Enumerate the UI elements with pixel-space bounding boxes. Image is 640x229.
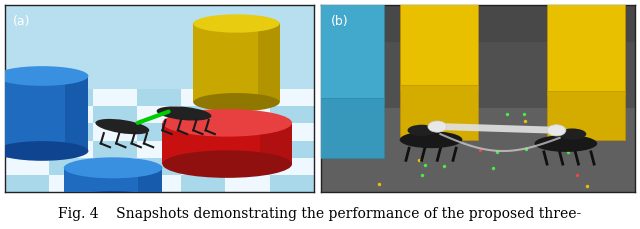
Bar bbox=[138, 175, 181, 192]
Ellipse shape bbox=[64, 158, 163, 179]
Bar bbox=[93, 90, 138, 107]
Bar bbox=[5, 6, 314, 90]
Bar bbox=[181, 107, 225, 124]
Bar bbox=[5, 141, 49, 158]
Bar bbox=[0, 77, 88, 151]
Bar bbox=[5, 124, 49, 141]
Ellipse shape bbox=[399, 132, 462, 148]
Bar bbox=[547, 2, 625, 95]
Bar bbox=[269, 175, 314, 192]
Bar bbox=[93, 175, 138, 192]
Ellipse shape bbox=[163, 151, 292, 178]
Bar bbox=[181, 90, 225, 107]
Bar bbox=[321, 108, 635, 192]
Bar bbox=[399, 86, 478, 140]
Bar bbox=[399, 0, 478, 90]
Ellipse shape bbox=[157, 107, 211, 121]
Bar bbox=[5, 158, 49, 175]
Bar bbox=[181, 124, 225, 141]
Bar bbox=[49, 175, 93, 192]
Bar bbox=[269, 158, 314, 175]
Ellipse shape bbox=[163, 110, 292, 137]
Bar bbox=[93, 141, 138, 158]
Bar bbox=[225, 124, 269, 141]
Bar bbox=[306, 99, 384, 159]
Bar bbox=[138, 90, 181, 107]
Bar bbox=[193, 24, 280, 103]
Ellipse shape bbox=[95, 119, 149, 135]
Bar bbox=[269, 124, 314, 141]
Bar bbox=[225, 107, 269, 124]
Ellipse shape bbox=[534, 135, 597, 152]
Bar bbox=[93, 158, 138, 175]
Bar bbox=[321, 6, 635, 108]
Bar bbox=[260, 123, 292, 164]
Bar bbox=[547, 92, 625, 140]
Bar bbox=[306, 0, 384, 103]
Bar bbox=[258, 24, 280, 103]
Bar bbox=[225, 90, 269, 107]
Bar bbox=[64, 168, 163, 202]
Text: Fig. 4    Snapshots demonstrating the performance of the proposed three-: Fig. 4 Snapshots demonstrating the perfo… bbox=[58, 206, 582, 220]
Bar bbox=[269, 107, 314, 124]
Bar bbox=[5, 90, 49, 107]
Ellipse shape bbox=[547, 125, 566, 136]
Bar bbox=[5, 107, 49, 124]
Ellipse shape bbox=[558, 129, 586, 140]
Ellipse shape bbox=[193, 94, 280, 112]
Bar bbox=[138, 107, 181, 124]
Bar bbox=[163, 123, 292, 164]
Bar bbox=[225, 158, 269, 175]
Bar bbox=[93, 107, 138, 124]
Ellipse shape bbox=[0, 67, 88, 86]
Bar bbox=[181, 175, 225, 192]
Bar bbox=[5, 175, 49, 192]
Bar bbox=[225, 175, 269, 192]
Ellipse shape bbox=[64, 191, 163, 212]
Bar bbox=[269, 141, 314, 158]
Bar bbox=[49, 141, 93, 158]
Bar bbox=[49, 158, 93, 175]
Bar bbox=[181, 141, 225, 158]
Ellipse shape bbox=[408, 125, 436, 136]
Text: (b): (b) bbox=[331, 15, 348, 28]
Bar bbox=[181, 158, 225, 175]
Bar bbox=[49, 107, 93, 124]
Bar bbox=[49, 124, 93, 141]
Bar bbox=[138, 168, 163, 202]
Bar bbox=[49, 90, 93, 107]
Bar bbox=[138, 124, 181, 141]
Bar bbox=[225, 141, 269, 158]
Bar bbox=[321, 6, 635, 43]
Bar bbox=[138, 158, 181, 175]
Bar bbox=[138, 141, 181, 158]
Text: (a): (a) bbox=[13, 15, 30, 28]
Bar bbox=[269, 90, 314, 107]
Bar bbox=[65, 77, 88, 151]
Bar bbox=[93, 124, 138, 141]
Ellipse shape bbox=[428, 121, 447, 133]
Ellipse shape bbox=[193, 15, 280, 33]
Ellipse shape bbox=[0, 142, 88, 161]
